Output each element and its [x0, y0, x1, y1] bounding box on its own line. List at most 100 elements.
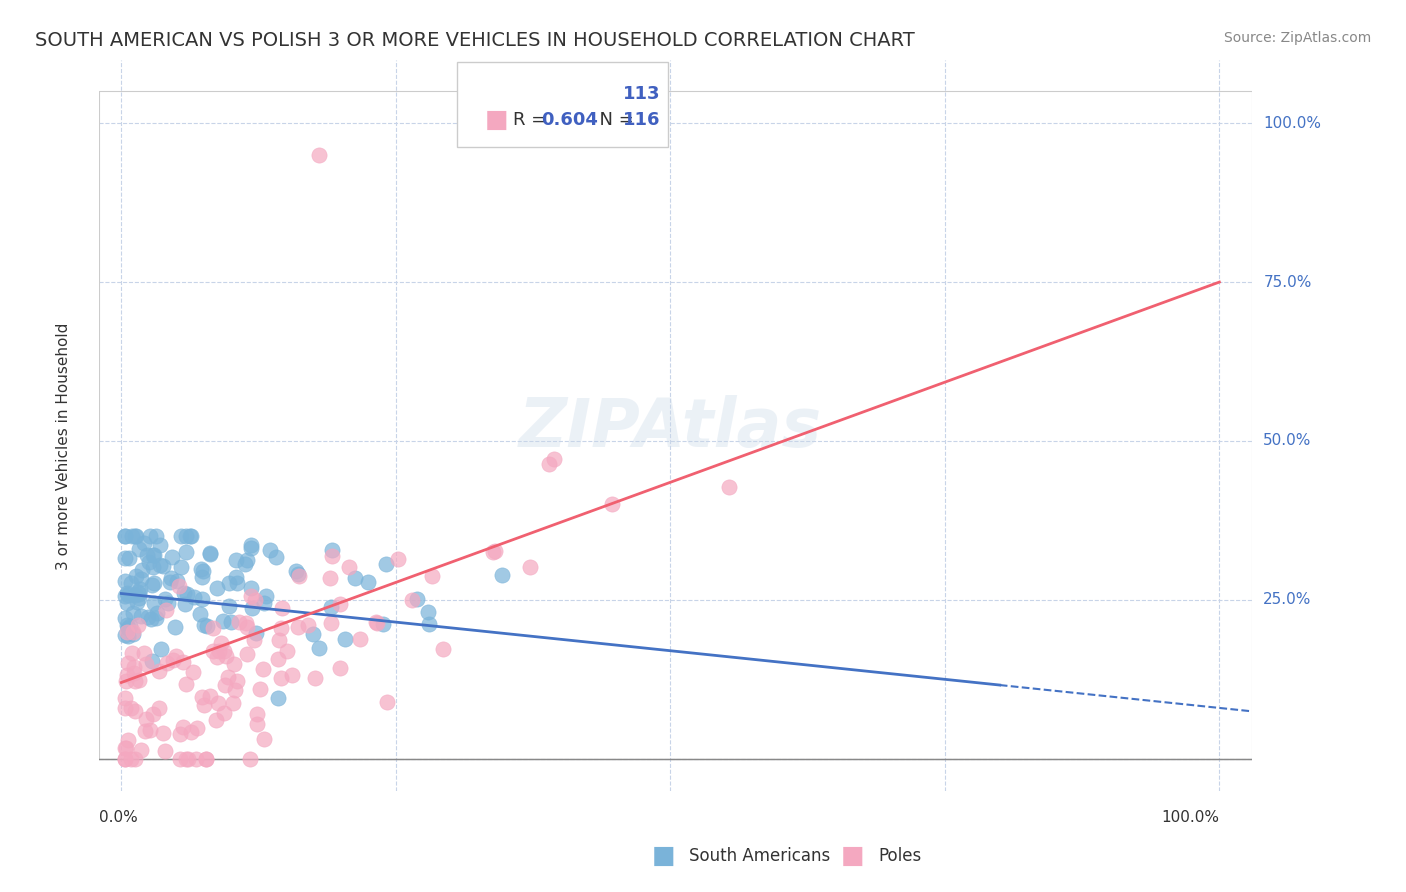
Point: [304, 672, 326, 686]
Point: [209, 636, 232, 650]
Point: [150, 641, 173, 656]
Point: [337, 559, 360, 574]
Point: [172, 720, 194, 734]
Point: [174, 676, 197, 690]
Point: [225, 569, 247, 583]
Point: [214, 678, 236, 692]
Point: [124, 666, 146, 681]
Point: [194, 752, 217, 766]
Point: [121, 646, 143, 660]
Point: [366, 615, 388, 629]
Point: [270, 600, 292, 615]
Text: Source: ZipAtlas.com: Source: ZipAtlas.com: [1223, 31, 1371, 45]
Point: [242, 601, 264, 615]
Point: [246, 717, 269, 731]
Point: [319, 600, 342, 615]
Point: [169, 726, 191, 740]
Point: [235, 615, 257, 630]
Point: [343, 571, 366, 585]
Point: [252, 731, 274, 746]
Text: 75.0%: 75.0%: [1264, 275, 1312, 290]
Point: [115, 625, 138, 640]
Point: [128, 673, 150, 687]
Point: [198, 546, 221, 560]
Point: [349, 632, 371, 646]
Point: [115, 586, 138, 600]
Point: [148, 701, 170, 715]
Point: [270, 621, 292, 635]
Point: [169, 752, 191, 766]
Point: [225, 553, 247, 567]
Point: [114, 740, 136, 755]
Point: [120, 618, 142, 632]
Point: [135, 548, 157, 562]
Point: [211, 614, 233, 628]
Text: 116: 116: [623, 112, 661, 129]
Text: ■: ■: [651, 845, 675, 868]
Text: 100.0%: 100.0%: [1161, 810, 1219, 824]
Point: [159, 575, 181, 590]
Point: [128, 542, 150, 557]
Text: N =: N =: [588, 112, 640, 129]
Point: [143, 575, 166, 590]
Point: [190, 562, 212, 576]
Text: ■: ■: [841, 845, 865, 868]
Text: SOUTH AMERICAN VS POLISH 3 OR MORE VEHICLES IN HOUSEHOLD CORRELATION CHART: SOUTH AMERICAN VS POLISH 3 OR MORE VEHIC…: [35, 31, 915, 50]
Point: [114, 628, 136, 642]
Point: [115, 596, 138, 610]
Point: [288, 569, 311, 583]
Point: [163, 620, 186, 634]
Point: [224, 682, 246, 697]
Point: [205, 650, 228, 665]
Text: South Americans: South Americans: [689, 847, 830, 865]
Point: [357, 574, 380, 589]
Point: [212, 644, 235, 658]
Text: N =: N =: [588, 85, 640, 103]
Point: [285, 564, 308, 578]
Point: [145, 606, 167, 620]
Text: ZIPAtlas: ZIPAtlas: [519, 395, 823, 461]
Point: [156, 596, 179, 610]
Point: [149, 538, 172, 552]
Point: [117, 657, 139, 671]
Point: [115, 674, 138, 689]
Text: ■: ■: [485, 82, 509, 105]
Point: [124, 529, 146, 543]
Point: [117, 629, 139, 643]
Point: [200, 547, 222, 561]
Point: [170, 559, 193, 574]
Text: 100.0%: 100.0%: [1264, 116, 1322, 130]
Point: [243, 633, 266, 648]
Point: [114, 691, 136, 706]
Point: [266, 550, 288, 565]
Text: R =: R =: [513, 112, 553, 129]
Point: [204, 713, 226, 727]
Point: [129, 743, 152, 757]
Point: [375, 696, 398, 710]
Point: [221, 697, 243, 711]
Text: 0.604: 0.604: [541, 112, 598, 129]
Point: [717, 480, 740, 494]
Point: [245, 625, 267, 640]
Point: [145, 611, 167, 625]
Point: [124, 588, 146, 602]
Point: [180, 724, 202, 739]
Point: [165, 649, 187, 664]
Text: Poles: Poles: [879, 847, 922, 865]
Point: [287, 566, 309, 581]
Point: [139, 723, 162, 738]
Point: [186, 752, 208, 766]
Point: [276, 644, 298, 658]
Point: [153, 591, 176, 606]
Point: [142, 559, 165, 574]
Point: [162, 653, 184, 667]
Point: [600, 497, 623, 511]
Point: [181, 665, 204, 679]
Point: [215, 649, 238, 664]
Point: [135, 657, 157, 671]
Point: [142, 706, 165, 721]
Point: [236, 620, 259, 634]
Point: [484, 544, 506, 558]
Point: [128, 591, 150, 605]
Point: [267, 633, 290, 648]
